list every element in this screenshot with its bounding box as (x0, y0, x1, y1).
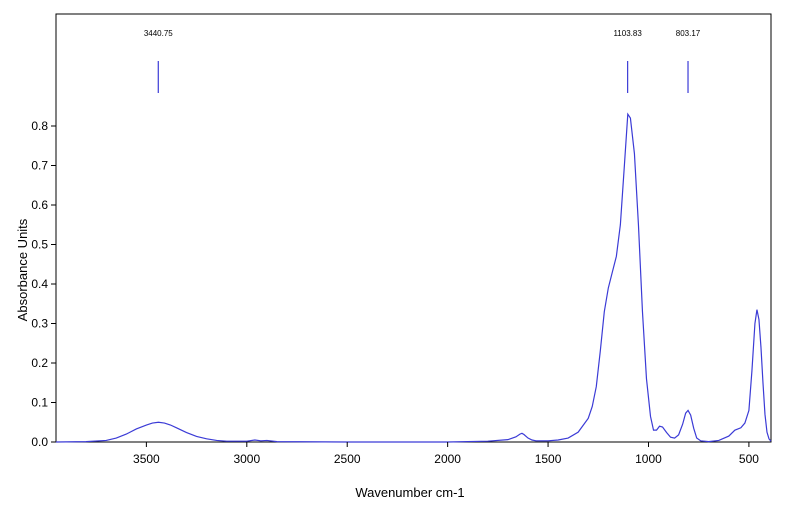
peak-marker-label: 1103.83 (613, 29, 642, 38)
x-tick-label: 1500 (535, 452, 562, 466)
y-tick-label: 0.7 (31, 159, 48, 173)
absorbance-series-line (55, 112, 772, 443)
y-tick-label: 0.4 (31, 277, 48, 291)
x-tick-label: 2500 (334, 452, 361, 466)
x-tick-label: 3500 (133, 452, 160, 466)
y-axis: 0.0 0.1 0.2 0.3 0.4 0.5 0.6 0.7 0.8 (31, 119, 56, 449)
y-axis-title: Absorbance Units (15, 218, 30, 321)
y-tick-label: 0.8 (31, 119, 48, 133)
x-tick-label: 2000 (434, 452, 461, 466)
x-tick-label: 1000 (635, 452, 662, 466)
x-axis-title: Wavenumber cm-1 (355, 485, 464, 500)
y-tick-label: 0.5 (31, 238, 48, 252)
y-tick-label: 0.3 (31, 317, 48, 331)
y-tick-label: 0.1 (31, 396, 48, 410)
y-tick-label: 0.6 (31, 198, 48, 212)
plot-frame (55, 13, 772, 443)
y-tick-label: 0.0 (31, 435, 48, 449)
peak-marker-label: 3440.75 (144, 29, 173, 38)
peak-marker-label: 803.17 (676, 29, 701, 38)
peak-markers: 3440.75 1103.83 803.17 (144, 29, 701, 93)
x-tick-label: 3000 (233, 452, 260, 466)
x-tick-label: 500 (739, 452, 759, 466)
x-axis: 3500 3000 2500 2000 1500 1000 500 (133, 442, 759, 466)
y-tick-label: 0.2 (31, 356, 48, 370)
